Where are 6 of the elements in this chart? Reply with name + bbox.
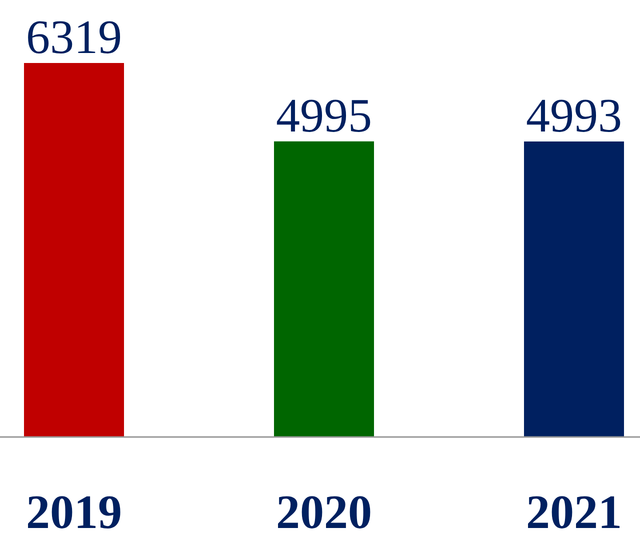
data-label: 4995 [276,89,372,142]
data-label: 4993 [526,89,622,142]
x-tick-label: 2021 [526,486,622,536]
x-tick-label: 2020 [276,486,372,536]
data-label: 6319 [26,11,122,64]
x-tick-label: 2019 [26,486,122,536]
